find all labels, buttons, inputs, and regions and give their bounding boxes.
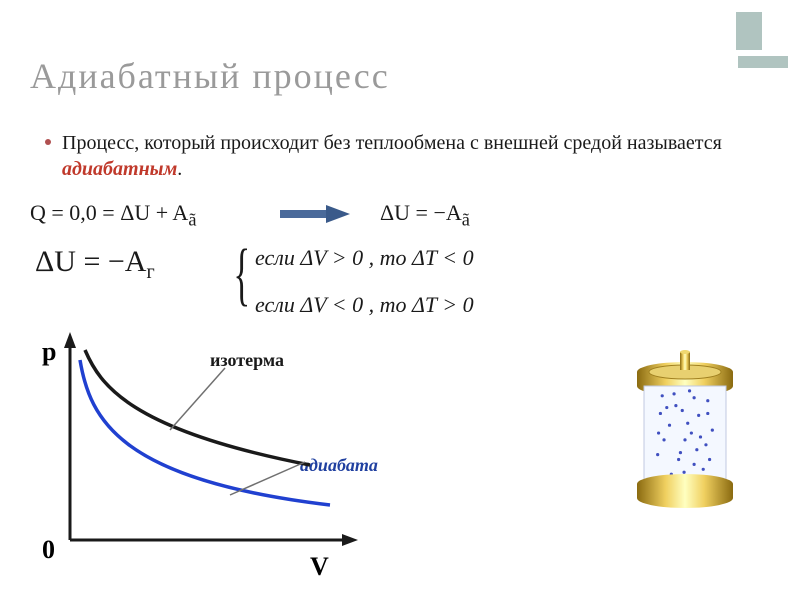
condition-1: если ΔV > 0 , то ΔT < 0 <box>255 245 474 271</box>
pv-chart: p V 0 <box>30 330 430 580</box>
condition-2: если ΔV < 0 , то ΔT > 0 <box>255 292 474 318</box>
x-axis-label: V <box>310 552 329 580</box>
particle <box>682 471 685 474</box>
particle <box>702 468 705 471</box>
particle <box>708 458 711 461</box>
particle <box>681 409 684 412</box>
particle <box>674 404 677 407</box>
particle <box>659 412 662 415</box>
particle <box>679 451 682 454</box>
eq-q-main: Q = 0,0 = ΔU + A <box>30 200 188 225</box>
particle <box>661 394 664 397</box>
arrow-svg <box>280 205 350 223</box>
definition-prefix: Процесс, который происходит без теплообм… <box>62 132 722 154</box>
equation-du-large: ΔU = −Aг <box>35 245 155 284</box>
particle <box>693 396 696 399</box>
corner-decoration-1 <box>736 12 762 50</box>
particle <box>683 438 686 441</box>
y-axis-arrow <box>64 332 76 348</box>
particle <box>699 435 702 438</box>
particle <box>665 406 668 409</box>
piston-rod-top <box>680 350 690 354</box>
particle <box>711 429 714 432</box>
corner-decoration-2 <box>738 56 788 68</box>
eq-du2-main: ΔU = −A <box>35 245 146 278</box>
particle <box>695 448 698 451</box>
particle <box>677 458 680 461</box>
particle <box>672 392 675 395</box>
particle <box>690 431 693 434</box>
particle <box>686 422 689 425</box>
chart-svg: p V 0 <box>30 330 430 580</box>
eq-du1-sub: ã <box>462 209 470 229</box>
arrow-shaft <box>280 210 328 218</box>
particle <box>656 453 659 456</box>
definition-term: адиабатным <box>62 158 177 180</box>
particle <box>704 443 707 446</box>
page-title: Адиабатный процесс <box>30 55 390 97</box>
definition-text: Процесс, который происходит без теплообм… <box>62 130 760 182</box>
particle <box>706 412 709 415</box>
origin-label: 0 <box>42 535 55 564</box>
equation-du-small: ΔU = −Aã <box>380 200 470 230</box>
definition-suffix: . <box>177 158 182 180</box>
cylinder-glass <box>644 386 726 484</box>
cylinder-illustration <box>630 350 740 510</box>
eq-q-sub: ã <box>188 209 196 229</box>
isotherm-curve <box>85 350 310 465</box>
piston-rod <box>680 352 690 370</box>
isotherm-pointer <box>170 368 225 430</box>
cylinder-bottom-front <box>637 488 733 508</box>
particle <box>668 424 671 427</box>
eq-du1-main: ΔU = −A <box>380 200 462 225</box>
particle <box>706 399 709 402</box>
adiabat-curve <box>80 360 330 505</box>
bullet-icon <box>45 139 51 145</box>
particle <box>657 431 660 434</box>
adiabat-pointer <box>230 462 305 495</box>
equation-q: Q = 0,0 = ΔU + Aã <box>30 200 196 230</box>
brace-icon: { <box>233 235 250 315</box>
particle <box>697 414 700 417</box>
cylinder-svg <box>630 350 740 510</box>
x-axis-arrow <box>342 534 358 546</box>
arrow-icon <box>280 205 350 228</box>
y-axis-label: p <box>42 337 56 366</box>
eq-du2-sub: г <box>146 261 154 283</box>
particle <box>662 438 665 441</box>
particle <box>693 463 696 466</box>
particle <box>688 389 691 392</box>
arrow-head <box>326 205 350 223</box>
